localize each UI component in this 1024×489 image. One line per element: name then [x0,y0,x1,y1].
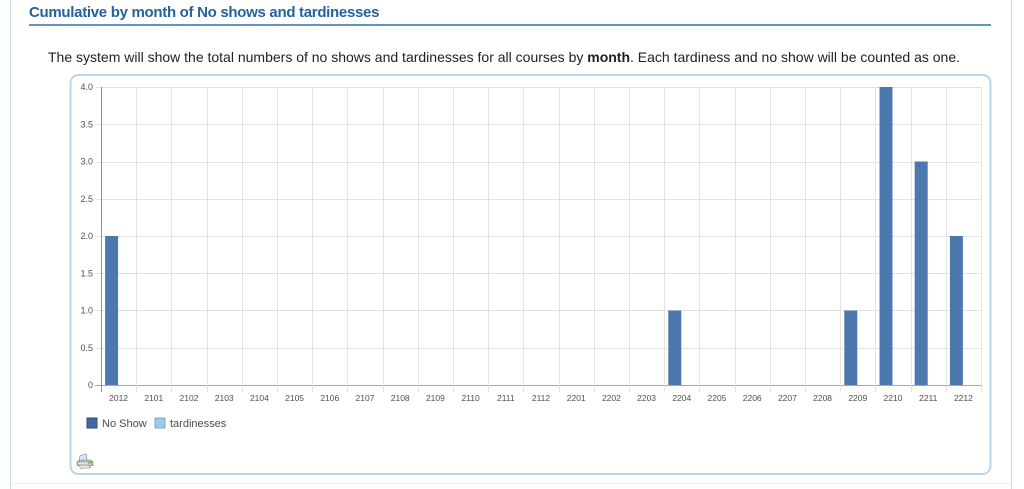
svg-text:2205: 2205 [708,393,727,403]
svg-text:2101: 2101 [144,393,163,403]
svg-text:2208: 2208 [813,393,832,403]
svg-text:2012: 2012 [109,393,128,403]
svg-text:2105: 2105 [285,393,304,403]
svg-text:2104: 2104 [250,393,269,403]
svg-text:2210: 2210 [884,393,903,403]
svg-text:0: 0 [88,380,93,390]
svg-text:tardinesses: tardinesses [170,418,227,430]
svg-text:3.5: 3.5 [80,119,93,129]
svg-text:2112: 2112 [532,393,551,403]
svg-text:2201: 2201 [567,393,586,403]
svg-text:2102: 2102 [180,393,199,403]
svg-text:2110: 2110 [461,393,480,403]
svg-text:2202: 2202 [602,393,621,403]
svg-text:2103: 2103 [215,393,234,403]
svg-text:3.0: 3.0 [80,157,93,167]
svg-text:4.0: 4.0 [80,82,93,92]
svg-text:2109: 2109 [426,393,445,403]
svg-text:2212: 2212 [954,393,973,403]
svg-text:2211: 2211 [919,393,938,403]
svg-text:1.5: 1.5 [80,268,93,278]
svg-text:2207: 2207 [778,393,797,403]
svg-text:2209: 2209 [848,393,867,403]
svg-text:2106: 2106 [320,393,339,403]
svg-text:2203: 2203 [637,393,656,403]
svg-text:2206: 2206 [743,393,762,403]
svg-text:No Show: No Show [102,418,147,430]
svg-text:2111: 2111 [497,393,515,403]
svg-text:0.5: 0.5 [80,343,93,353]
svg-text:2107: 2107 [356,393,375,403]
svg-text:1.0: 1.0 [80,306,93,316]
svg-text:2204: 2204 [672,393,691,403]
svg-text:2.0: 2.0 [80,231,93,241]
svg-text:2108: 2108 [391,393,410,403]
svg-text:2.5: 2.5 [80,194,93,204]
